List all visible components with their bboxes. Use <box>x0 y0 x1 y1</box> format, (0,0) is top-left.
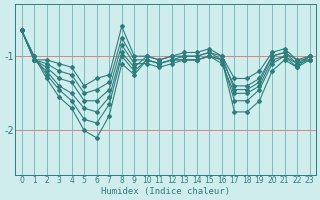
X-axis label: Humidex (Indice chaleur): Humidex (Indice chaleur) <box>101 187 230 196</box>
